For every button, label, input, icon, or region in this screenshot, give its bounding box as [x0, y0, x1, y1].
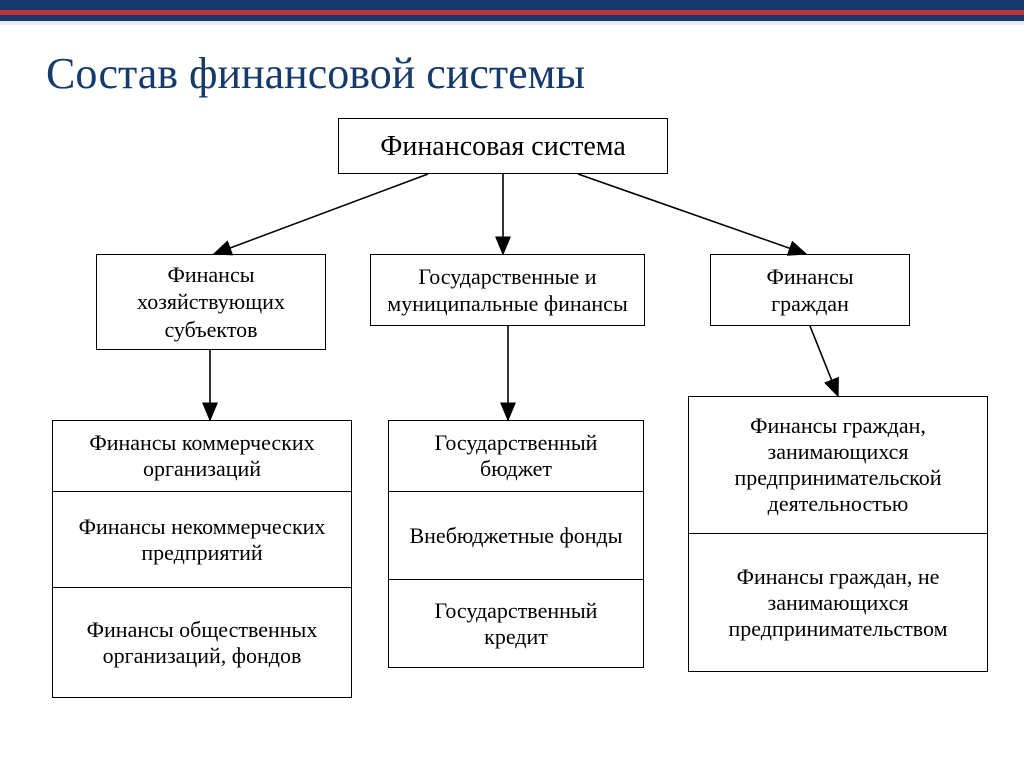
- leaf-stack-2: Финансы граждан, занимающихся предприним…: [688, 396, 988, 672]
- leaf-stack-0: Финансы коммерческих организаций Финансы…: [52, 420, 352, 698]
- leaf-0-2: Финансы общественных организаций, фондов: [52, 588, 352, 698]
- decor-band-gap: [0, 21, 1024, 25]
- leaf-0-1: Финансы некоммерческих предприятий: [52, 492, 352, 588]
- leaf-1-2: Государственный кредит: [388, 580, 644, 668]
- node-branch-1: Государственные и муниципальные финансы: [370, 254, 645, 326]
- leaf-1-1: Внебюджетные фонды: [388, 492, 644, 580]
- leaf-2-0: Финансы граждан, занимающихся предприним…: [688, 396, 988, 534]
- leaf-stack-1: Государственный бюджет Внебюджетные фонд…: [388, 420, 644, 668]
- node-root: Финансовая система: [338, 118, 668, 174]
- decor-band-dark-top: [0, 0, 1024, 10]
- page-title: Состав финансовой системы: [46, 48, 585, 99]
- leaf-2-1: Финансы граждан, не занимающихся предпри…: [688, 534, 988, 672]
- leaf-1-0: Государственный бюджет: [388, 420, 644, 492]
- leaf-0-0: Финансы коммерческих организаций: [52, 420, 352, 492]
- node-branch-2: Финансы граждан: [710, 254, 910, 326]
- node-branch-0: Финансы хозяйствующих субъектов: [96, 254, 326, 350]
